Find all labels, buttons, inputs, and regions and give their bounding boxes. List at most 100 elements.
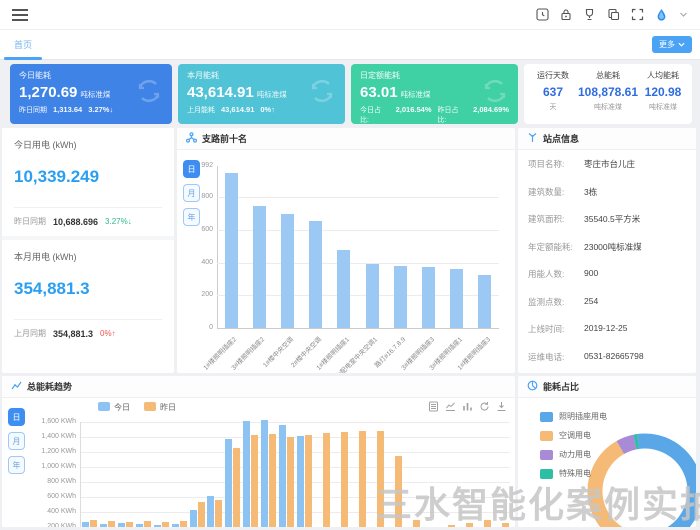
grid-line [80, 422, 510, 423]
top10-bar[interactable] [225, 173, 238, 328]
trend-bar-yesterday[interactable] [484, 520, 491, 527]
site-row: 上线时间:2019-12-25 [528, 323, 686, 335]
bar-chart-icon[interactable] [462, 401, 473, 412]
trend-bar-chart[interactable]: 200 KWh400 KWh600 KWh800 KWh1,000 KWh1,2… [2, 398, 515, 527]
trend-bar-yesterday[interactable] [162, 522, 169, 527]
period-month-button[interactable]: 月 [8, 432, 25, 450]
period-day-button[interactable]: 日 [183, 160, 200, 178]
trend-bar-yesterday[interactable] [126, 522, 133, 527]
data-view-icon[interactable] [428, 401, 439, 412]
top10-bar[interactable] [309, 221, 322, 328]
top10-bar[interactable] [478, 275, 491, 328]
trend-bar-yesterday[interactable] [144, 521, 151, 527]
more-button[interactable]: 更多 [652, 36, 692, 53]
trend-bar-today[interactable] [82, 522, 89, 527]
site-row: 运维电话:0531-82665798 [528, 351, 686, 363]
ratio-legend: 照明插座用电 空调用电 动力用电 特殊用电 [540, 411, 607, 487]
y-tick-label: 600 KWh [34, 493, 76, 500]
grid-line [80, 437, 510, 438]
fullscreen-icon[interactable] [631, 8, 644, 21]
trend-bar-yesterday[interactable] [341, 432, 348, 527]
history-icon[interactable] [536, 8, 549, 21]
trend-bar-yesterday[interactable] [269, 434, 276, 527]
trend-bar-yesterday[interactable] [287, 437, 294, 527]
chevron-down-icon [678, 41, 685, 48]
trend-bar-today[interactable] [118, 523, 125, 527]
site-info-panel: 站点信息 项目名称:枣庄市台儿庄 建筑数量:3栋 建筑面积:35540.5平方米… [518, 128, 696, 373]
trend-bar-yesterday[interactable] [413, 520, 420, 527]
download-icon[interactable] [496, 401, 507, 412]
trend-bar-today[interactable] [279, 425, 286, 527]
trend-bar-yesterday[interactable] [466, 523, 473, 528]
trend-bar-today[interactable] [172, 524, 179, 527]
trend-legend: 今日 昨日 [98, 402, 176, 413]
network-icon [186, 132, 197, 145]
trend-bar-yesterday[interactable] [448, 525, 455, 527]
trend-bar-yesterday[interactable] [395, 456, 402, 527]
period-day-button[interactable]: 日 [8, 408, 25, 426]
top10-period-buttons: 日 月 年 [183, 160, 200, 226]
period-year-button[interactable]: 年 [8, 456, 25, 474]
copy-icon[interactable] [607, 8, 620, 21]
top10-bar[interactable] [253, 206, 266, 328]
top10-bar[interactable] [337, 250, 350, 328]
top10-bar-chart[interactable]: 20040060080099201#楼照明插座23#楼照明插座21#楼中央空调2… [177, 150, 515, 373]
line-chart-icon[interactable] [445, 401, 456, 412]
period-year-button[interactable]: 年 [183, 208, 200, 226]
restore-icon[interactable] [479, 401, 490, 412]
trend-bar-yesterday[interactable] [198, 502, 205, 528]
trend-bar-today[interactable] [297, 436, 304, 527]
trend-bar-today[interactable] [243, 421, 250, 528]
y-tick-label: 1,200 KWh [34, 448, 76, 455]
trend-bar-today[interactable] [154, 525, 161, 527]
trend-bar-today[interactable] [190, 510, 197, 527]
top10-bar[interactable] [394, 266, 407, 328]
today-electric-title: 今日用电 (kWh) [14, 138, 162, 151]
trend-bar-yesterday[interactable] [305, 435, 312, 527]
trend-bar-yesterday[interactable] [90, 520, 97, 528]
panel-title: 支路前十名 [202, 132, 247, 145]
top10-bar[interactable] [422, 267, 435, 328]
legend-item: 空调用电 [540, 430, 607, 441]
trend-bar-today[interactable] [207, 496, 214, 528]
top10-bar[interactable] [366, 264, 379, 328]
trend-bar-yesterday[interactable] [233, 448, 240, 528]
tab-active-underline [4, 57, 42, 60]
month-energy-card: 本月能耗 43,614.91吨标准煤 上月能耗43,614.910%↑ [178, 64, 345, 124]
trend-bar-yesterday[interactable] [108, 521, 115, 527]
trend-bar-yesterday[interactable] [251, 435, 258, 527]
panel-title: 能耗占比 [543, 380, 579, 393]
trend-bar-yesterday[interactable] [502, 523, 509, 528]
lock-icon[interactable] [560, 8, 572, 21]
top10-bar[interactable] [450, 269, 463, 328]
trend-bar-yesterday[interactable] [377, 431, 384, 527]
site-row: 项目名称:枣庄市台儿庄 [528, 158, 686, 170]
grid-line [80, 497, 510, 498]
trend-bar-yesterday[interactable] [215, 500, 222, 527]
trend-icon [11, 380, 22, 393]
y-tick-label: 1,000 KWh [34, 463, 76, 470]
period-month-button[interactable]: 月 [183, 184, 200, 202]
trend-bar-yesterday[interactable] [323, 433, 330, 528]
chevron-down-icon[interactable] [679, 10, 688, 19]
trend-bar-today[interactable] [100, 524, 107, 527]
grid-line [80, 512, 510, 513]
trend-bar-yesterday[interactable] [359, 431, 366, 527]
y-tick-label: 800 KWh [34, 478, 76, 485]
trend-bar-today[interactable] [136, 524, 143, 527]
total-energy-stat: 总能耗 108,878.61 吨标准煤 [578, 70, 638, 118]
today-legend-swatch [98, 402, 110, 411]
tab-home[interactable]: 首页 [0, 30, 46, 60]
grid-line [80, 482, 510, 483]
trend-bar-today[interactable] [225, 439, 232, 528]
waterdrop-logo-icon[interactable] [655, 8, 668, 22]
grid-line [80, 467, 510, 468]
month-electric-value: 354,881.3 [14, 279, 162, 299]
trend-bar-yesterday[interactable] [180, 521, 187, 527]
menu-toggle-icon[interactable] [12, 6, 28, 24]
trophy-icon[interactable] [583, 8, 596, 21]
trend-bar-today[interactable] [261, 420, 268, 527]
top10-bar[interactable] [281, 214, 294, 328]
recycle-icon [134, 76, 164, 111]
tab-home-label: 首页 [14, 38, 32, 51]
